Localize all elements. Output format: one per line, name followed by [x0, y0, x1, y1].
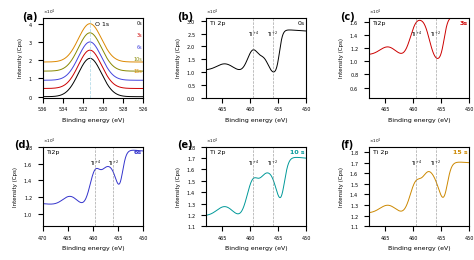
Text: Ti$^{+2}$: Ti$^{+2}$ [267, 159, 278, 168]
X-axis label: Binding energy (eV): Binding energy (eV) [62, 246, 124, 251]
Y-axis label: Intensity (Cps): Intensity (Cps) [176, 166, 181, 206]
Text: Ti 2p: Ti 2p [373, 150, 388, 155]
X-axis label: Binding energy (eV): Binding energy (eV) [388, 118, 450, 123]
Text: (f): (f) [340, 140, 354, 151]
Text: 10s: 10s [134, 57, 142, 62]
Text: Ti$^{+4}$: Ti$^{+4}$ [247, 30, 259, 40]
Text: (d): (d) [15, 140, 30, 151]
X-axis label: Binding energy (eV): Binding energy (eV) [225, 118, 287, 123]
X-axis label: Binding energy (eV): Binding energy (eV) [62, 118, 124, 123]
Text: Ti$^{+2}$: Ti$^{+2}$ [267, 30, 278, 40]
Text: (e): (e) [177, 140, 193, 151]
Y-axis label: Intensity (Cps): Intensity (Cps) [339, 38, 344, 78]
Text: (a): (a) [23, 12, 38, 22]
Text: Ti$^{+2}$: Ti$^{+2}$ [430, 30, 441, 40]
Text: 0s: 0s [137, 21, 142, 26]
X-axis label: Binding energy (eV): Binding energy (eV) [225, 246, 287, 251]
Text: 10 s: 10 s [290, 150, 304, 155]
Text: Ti$^{+2}$: Ti$^{+2}$ [108, 159, 118, 168]
Text: 15s: 15s [134, 69, 142, 74]
Y-axis label: Intensity (Cps): Intensity (Cps) [339, 166, 344, 206]
Y-axis label: Intensity (Cps): Intensity (Cps) [13, 166, 18, 206]
Text: Ti$^{+4}$: Ti$^{+4}$ [90, 159, 101, 168]
Y-axis label: Intensity (Cps): Intensity (Cps) [176, 38, 181, 78]
Text: Ti$^{+4}$: Ti$^{+4}$ [247, 159, 259, 168]
Text: (c): (c) [340, 12, 355, 22]
Text: Ti 2p: Ti 2p [210, 21, 225, 26]
X-axis label: Binding energy (eV): Binding energy (eV) [388, 246, 450, 251]
Text: 3s: 3s [459, 21, 467, 26]
Text: (b): (b) [177, 12, 193, 22]
Text: Ti2p: Ti2p [373, 21, 386, 26]
Text: 3s: 3s [137, 33, 142, 38]
Text: Ti$^{+4}$: Ti$^{+4}$ [410, 30, 422, 40]
Text: Ti 2p: Ti 2p [210, 150, 225, 155]
Text: Ti$^{+4}$: Ti$^{+4}$ [410, 159, 422, 168]
Text: Ti$^{+2}$: Ti$^{+2}$ [430, 159, 441, 168]
Text: 15 s: 15 s [453, 150, 467, 155]
Text: 0s: 0s [297, 21, 304, 26]
Text: 6s: 6s [137, 45, 142, 50]
Y-axis label: Intensity (Cps): Intensity (Cps) [18, 38, 23, 78]
Text: 6s: 6s [133, 150, 141, 155]
Text: Ti2p: Ti2p [46, 150, 60, 155]
Text: O 1s: O 1s [95, 22, 109, 27]
